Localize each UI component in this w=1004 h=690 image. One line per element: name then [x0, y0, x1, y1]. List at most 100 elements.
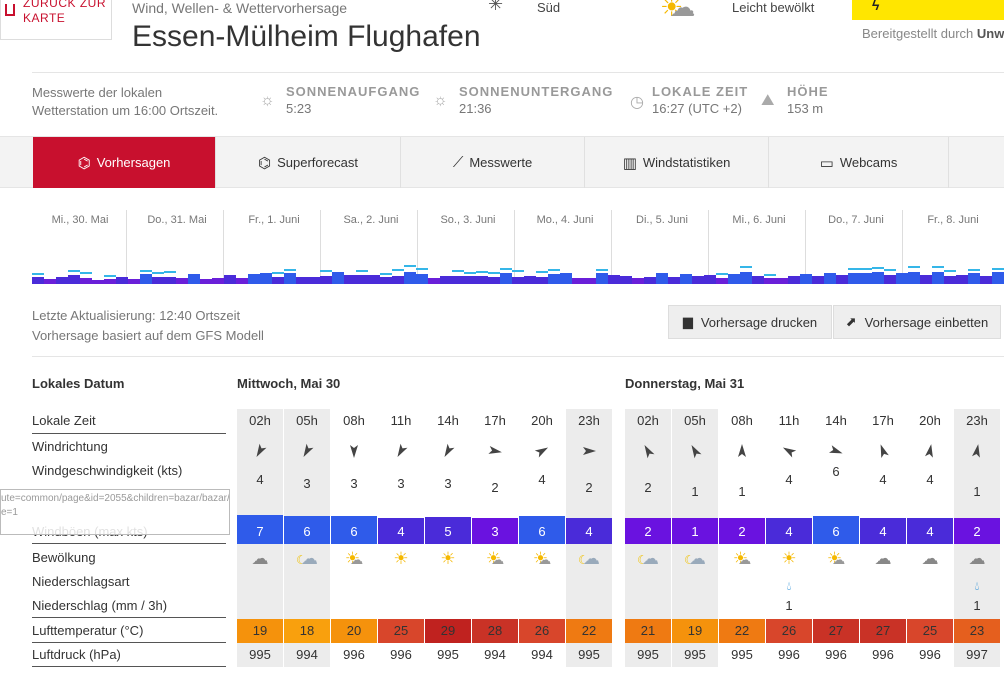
print-forecast-button[interactable]: ▆ Vorhersage drucken	[668, 305, 832, 339]
wind-speed-bar	[425, 517, 471, 520]
overview-wind-bar	[500, 273, 512, 284]
overview-wind-bar	[716, 278, 728, 284]
pressure-cell: 995	[437, 647, 459, 662]
wind-gust-cell: 4	[766, 520, 812, 544]
wind-speed-bar	[860, 518, 906, 520]
hour-cell: 20h	[919, 413, 941, 428]
wind-speed-bar	[672, 518, 718, 520]
wind-gust-cell: 6	[331, 520, 377, 544]
label-clouds: Bewölkung	[32, 550, 96, 565]
partly-night-icon: ☾☁	[578, 549, 600, 568]
overview-wind-bar	[308, 277, 320, 284]
sunset-icon: ☼	[433, 92, 448, 109]
overview-wind-bar	[512, 277, 524, 284]
overview-wind-bar	[944, 276, 956, 284]
wind-speed-value: 4	[879, 472, 887, 487]
overview-gust-mark	[932, 266, 944, 268]
wind-gust-cell: 3	[472, 520, 518, 544]
wind-speed-value: 1	[691, 484, 699, 499]
label-precip-type: Niederschlagsart	[32, 574, 130, 589]
overview-gust-mark	[68, 270, 80, 272]
hour-cell: 17h	[872, 413, 894, 428]
pressure-cell: 995	[731, 647, 753, 662]
cloud-icon: ☁	[874, 549, 892, 568]
overview-gust-mark	[416, 268, 428, 270]
overview-wind-bar	[320, 276, 332, 284]
overview-gust-mark	[716, 273, 728, 275]
sunrise-info: ☼ SONNENAUFGANG 5:23	[260, 84, 421, 116]
overview-day-separator	[902, 210, 903, 284]
embed-forecast-button[interactable]: ⬈ Vorhersage einbetten	[833, 305, 1001, 339]
wind-speed-bar	[284, 516, 330, 520]
cloud-icon: ☁	[251, 549, 269, 568]
wind-gust-cell: 2	[954, 520, 1000, 544]
overview-wind-bar	[728, 274, 740, 284]
overview-wind-bar	[608, 275, 620, 284]
overview-wind-bar	[164, 277, 176, 284]
back-to-map-button[interactable]: ZURÜCK ZUR KARTE	[0, 0, 112, 40]
overview-wind-bar	[236, 278, 248, 284]
overview-wind-bar	[524, 276, 536, 284]
overview-gust-mark	[104, 275, 116, 277]
overview-wind-bar	[884, 275, 896, 284]
hour-cell: 20h	[531, 413, 553, 428]
back-icon	[5, 4, 15, 16]
overview-gust-mark	[488, 272, 500, 274]
hour-cell: 05h	[684, 413, 706, 428]
wind-arrow-icon	[860, 441, 906, 461]
tab-superforecast[interactable]: ⌬ Superforecast	[216, 137, 401, 188]
wind-speed-value: 3	[303, 476, 311, 491]
tab-forecasts[interactable]: ⌬ Vorhersagen	[33, 137, 216, 188]
overview-gust-mark	[548, 269, 560, 271]
overview-gust-mark	[32, 273, 44, 275]
provider-logo[interactable]: ϟ	[852, 0, 1004, 20]
overview-gust-mark	[740, 266, 752, 268]
hour-cell: 17h	[484, 413, 506, 428]
overview-wind-bar	[344, 275, 356, 284]
current-cloud-cover: Leicht bewölkt	[732, 0, 815, 15]
page-title: Essen-Mülheim Flughafen	[132, 20, 481, 53]
overview-gust-mark	[320, 270, 332, 272]
wind-speed-bar	[766, 518, 812, 520]
wind-arrow-icon	[472, 441, 518, 461]
wind-arrow-icon	[378, 441, 424, 461]
overview-day-separator	[320, 210, 321, 284]
temperature-cell: 19	[237, 619, 283, 643]
overview-day-label: Do., 31. Mai	[147, 214, 207, 226]
overview-wind-bar	[908, 272, 920, 284]
binoculars-icon: ⌬	[257, 154, 272, 172]
overview-wind-bar	[428, 278, 440, 284]
wind-gust-cell: 6	[284, 520, 330, 544]
overview-wind-bar	[332, 272, 344, 284]
raindrop-icon: 💧︎	[974, 579, 980, 593]
pressure-cell: 996	[778, 647, 800, 662]
wind-arrow-icon	[672, 441, 718, 461]
overview-wind-bar	[620, 276, 632, 284]
pressure-cell: 995	[578, 647, 600, 662]
overview-wind-bar	[188, 274, 200, 284]
tab-wind-statistics[interactable]: ▥ Windstatistiken	[585, 137, 769, 188]
day-header-1: Mittwoch, Mai 30	[237, 376, 341, 391]
overview-wind-bar	[260, 273, 272, 284]
sun-icon: ☀	[393, 549, 409, 568]
provided-by: Bereitgestellt durch Unw	[862, 26, 1004, 41]
wind-arrow-icon	[519, 441, 565, 461]
tab-measurements[interactable]: ⟋ Messwerte	[401, 137, 585, 188]
overview-day-label: Di., 5. Juni	[636, 214, 688, 226]
overview-wind-bar	[296, 277, 308, 284]
overview-gust-mark	[152, 272, 164, 274]
overview-wind-bar	[644, 277, 656, 284]
overview-wind-bar	[956, 275, 968, 284]
raindrop-icon: 💧︎	[786, 579, 792, 593]
tab-webcams[interactable]: ▭ Webcams	[769, 137, 949, 188]
overview-wind-bar	[848, 273, 860, 284]
temperature-cell: 27	[860, 619, 906, 643]
url-tooltip: ute=common/page&id=2055&children=bazar/b…	[0, 489, 230, 535]
overview-gust-mark	[140, 270, 152, 272]
overview-gust-mark	[944, 270, 956, 272]
wind-gust-cell: 4	[907, 520, 953, 544]
overview-day-separator	[126, 210, 127, 284]
overview-wind-bar	[656, 273, 668, 284]
temperature-cell: 20	[331, 619, 377, 643]
overview-wind-bar	[872, 272, 884, 284]
